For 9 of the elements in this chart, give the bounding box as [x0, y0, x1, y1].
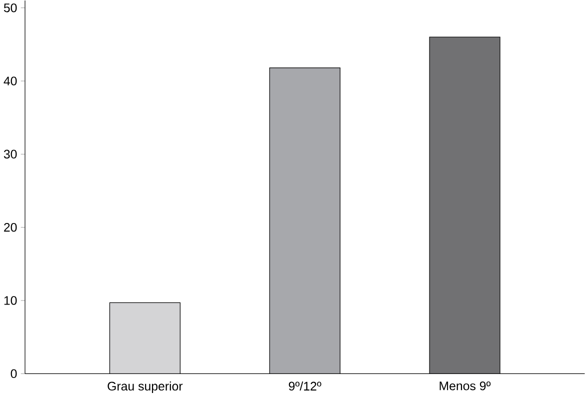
y-tick-label: 30 — [4, 150, 17, 158]
y-tick-label: 50 — [4, 3, 17, 12]
y-tick-label: 40 — [4, 76, 17, 86]
y-tick-label: 10 — [4, 296, 17, 305]
x-tick-label: Grau superior — [108, 381, 183, 393]
y-tick-label: 20 — [4, 222, 17, 232]
x-tick-label: 9º/12º — [288, 381, 322, 390]
y-tick-label: 0 — [10, 369, 17, 378]
x-tick-label: Menos 9º — [440, 381, 491, 390]
